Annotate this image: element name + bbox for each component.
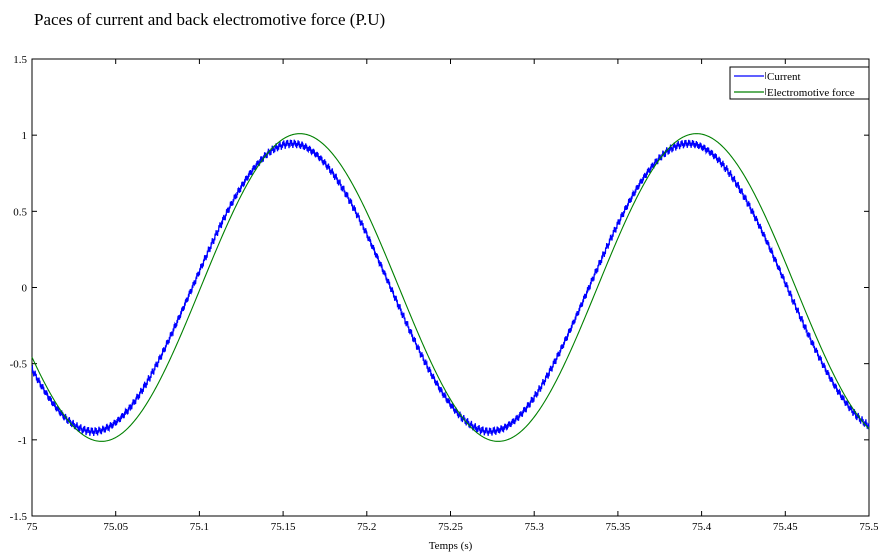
x-axis-label: Temps (s) <box>429 540 473 552</box>
y-tick-label: -1.5 <box>10 511 28 523</box>
y-tick-labels: 1.5 1 0.5 0 -0.5 -1 -1.5 <box>10 54 28 523</box>
x-tick-label: 75.2 <box>357 521 376 533</box>
axis-ticks <box>31 58 870 517</box>
series-lines <box>31 133 870 442</box>
x-tick-label: 75.45 <box>773 521 798 533</box>
plot-area-frame <box>31 58 870 517</box>
legend-label-emf: Electromotive force <box>767 87 855 99</box>
x-tick-label: 75.3 <box>525 521 545 533</box>
series-line-electromotive-force <box>31 133 870 442</box>
y-tick-label: 0 <box>22 283 28 295</box>
x-tick-label: 75.25 <box>438 521 463 533</box>
x-tick-label: 75.1 <box>190 521 209 533</box>
x-tick-labels: 75 75.05 75.1 75.15 75.2 75.25 75.3 75.35 75.4 75… <box>27 521 878 533</box>
y-tick-label: 1 <box>22 130 28 142</box>
legend-label-current: Current <box>767 71 801 83</box>
x-tick-label: 75.5 <box>859 521 878 533</box>
y-tick-label: -0.5 <box>10 359 28 371</box>
x-tick-label: 75.05 <box>103 521 128 533</box>
legend: Current Electromotive force <box>729 66 870 100</box>
y-tick-label: 1.5 <box>13 54 27 66</box>
x-tick-label: 75.4 <box>692 521 712 533</box>
x-tick-label: 75 <box>27 521 39 533</box>
x-tick-label: 75.35 <box>606 521 631 533</box>
y-tick-label: 0.5 <box>13 206 27 218</box>
chart-title: Paces of current and back electromotive … <box>34 10 386 29</box>
x-tick-label: 75.15 <box>271 521 296 533</box>
legend-box <box>729 66 870 100</box>
series-line-current <box>31 139 870 436</box>
y-tick-label: -1 <box>18 435 27 447</box>
